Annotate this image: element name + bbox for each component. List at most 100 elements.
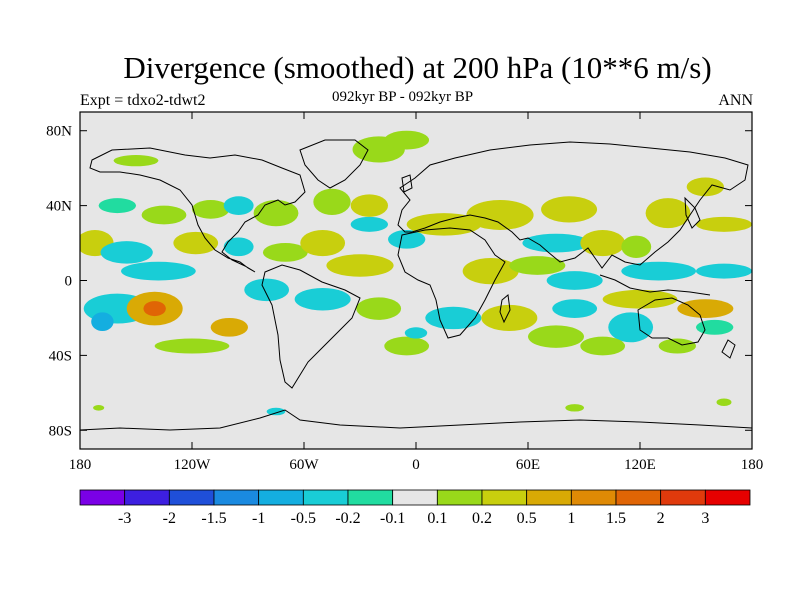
contour-region <box>173 231 219 255</box>
y-tick-label: 40S <box>49 348 72 364</box>
contour-region <box>388 229 426 249</box>
colorbar-swatch <box>168 489 215 506</box>
contour-region <box>541 196 598 223</box>
contour-region <box>658 338 696 354</box>
coastline-new-zealand <box>721 339 736 359</box>
coastline-north-america <box>89 147 306 273</box>
colorbar-swatch <box>615 489 662 506</box>
colorbar-label: 0.2 <box>472 510 492 527</box>
coastline-south-america <box>261 264 361 389</box>
y-tick-label: 80N <box>46 124 72 140</box>
coastline-antarctica <box>80 409 752 431</box>
contour-region <box>262 243 308 262</box>
colorbar-swatch <box>570 489 617 506</box>
contour-region <box>696 319 734 335</box>
contour-region <box>462 258 519 285</box>
contour-region <box>425 306 482 330</box>
contour-region <box>121 261 196 281</box>
contour-region <box>404 327 428 339</box>
map-background <box>80 112 752 449</box>
coastline-japan <box>684 196 701 229</box>
x-tick-label: 120E <box>624 457 656 473</box>
contour-region <box>210 317 248 337</box>
contour-region <box>621 261 697 281</box>
colorbar-label: -1.5 <box>201 510 226 527</box>
contour-region <box>466 199 534 230</box>
contour-region <box>350 194 389 217</box>
contour-region <box>326 254 394 277</box>
plot-title: Divergence (smoothed) at 200 hPa (10**6 … <box>123 50 712 85</box>
colorbar-label: 0.5 <box>517 510 537 527</box>
contour-region <box>141 205 187 225</box>
colorbar-label: -0.5 <box>291 510 316 527</box>
contour-region <box>608 312 654 343</box>
contour-region <box>113 155 159 167</box>
period-label: 092kyr BP - 092kyr BP <box>332 89 474 105</box>
colorbar-swatch <box>302 489 349 506</box>
contour-region <box>580 229 626 257</box>
contour-region <box>294 287 351 311</box>
colorbar-label: -2 <box>163 510 176 527</box>
contour-region <box>154 338 230 354</box>
colorbar-swatch <box>347 489 394 506</box>
contour-region <box>696 216 752 232</box>
contour-region <box>384 336 430 356</box>
colorbar-swatch <box>213 489 260 506</box>
contour-region <box>192 199 230 219</box>
contour-region <box>100 241 153 264</box>
x-tick-label: 180 <box>69 457 92 473</box>
contour-region <box>716 398 732 406</box>
colorbar-label: -0.1 <box>380 510 405 527</box>
coastline-indonesia <box>599 274 711 296</box>
y-tick-label: 40N <box>46 199 72 215</box>
colorbar-swatch <box>392 489 438 506</box>
x-axis: 180 120W 60W 0 60E 120E 180 <box>69 112 764 473</box>
colorbar-label: 1.5 <box>606 510 626 527</box>
contour-region <box>143 301 166 317</box>
contour-region <box>266 407 286 416</box>
contour-region <box>244 278 290 302</box>
contour-region <box>356 297 402 320</box>
colorbar-swatch <box>660 489 706 506</box>
coastline-greenland <box>299 139 369 189</box>
contour-region <box>384 130 430 150</box>
contour-region <box>686 177 724 197</box>
x-tick-label: 120W <box>174 457 212 473</box>
contour-region <box>350 216 389 232</box>
y-tick-label: 0 <box>65 274 73 290</box>
contour-regions <box>80 130 752 416</box>
contour-region <box>552 299 598 318</box>
contour-region <box>522 233 590 253</box>
contour-region <box>223 237 254 257</box>
colorbar-swatch <box>526 489 572 506</box>
x-tick-label: 0 <box>412 457 420 473</box>
colorbar-label: 0.1 <box>427 510 447 527</box>
y-axis: 80N 40N 0 40S 80S <box>46 124 752 439</box>
colorbar-swatch <box>79 489 126 506</box>
coastline-uk <box>401 174 413 193</box>
colorbar-swatch <box>481 489 528 506</box>
x-tick-label: 180 <box>741 457 764 473</box>
contour-region <box>313 188 351 215</box>
x-tick-label: 60E <box>516 457 540 473</box>
contour-region <box>645 198 691 229</box>
colorbar-label: -3 <box>118 510 131 527</box>
colorbar-swatch <box>258 489 304 506</box>
contour-region <box>696 263 752 279</box>
y-tick-label: 80S <box>49 423 72 439</box>
contour-region <box>565 404 585 412</box>
contour-region <box>300 229 346 257</box>
coastline-madagascar <box>499 294 511 324</box>
contour-region <box>546 271 603 290</box>
contour-region <box>223 196 254 215</box>
contour-region <box>93 405 105 411</box>
contour-region <box>528 325 584 348</box>
contour-region <box>253 199 299 227</box>
colorbar-label: -1 <box>252 510 265 527</box>
coastline-europe-asia <box>397 141 749 269</box>
contour-region <box>677 299 734 318</box>
colorbar-label: 1 <box>567 510 575 527</box>
experiment-label: Expt = tdxo2-tdwt2 <box>80 92 206 109</box>
x-tick-label: 60W <box>289 457 319 473</box>
contour-region <box>602 289 678 309</box>
